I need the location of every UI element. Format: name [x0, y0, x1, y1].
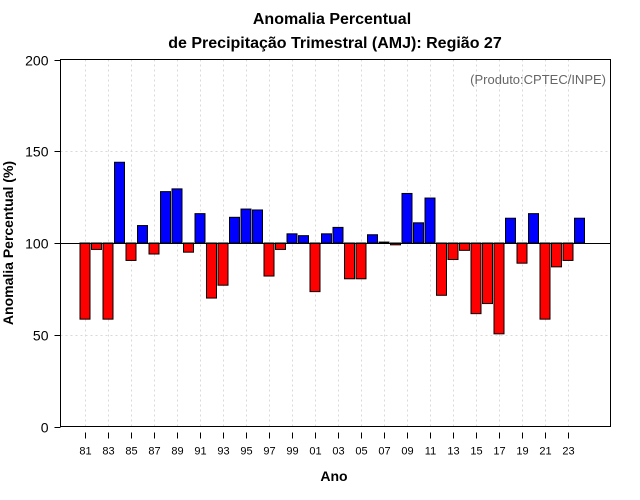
x-tick-label: 01 — [309, 446, 321, 458]
bar-2021 — [539, 242, 551, 320]
x-axis: 81 83 85 87 89 91 93 95 97 99 01 03 05 07 09 11 13 15 17 19… — [79, 432, 575, 458]
grid-lines — [60, 59, 611, 427]
bar-1985 — [125, 242, 137, 261]
bar-2006 — [367, 234, 378, 244]
bar-1997 — [263, 242, 275, 277]
y-tick-label: 0 — [41, 420, 49, 436]
bar-2016 — [482, 242, 493, 305]
bar-1994 — [229, 216, 240, 244]
x-tick-label: 83 — [102, 446, 114, 458]
x-tick-label: 97 — [263, 446, 275, 458]
bar-2022 — [551, 242, 562, 268]
bar-1989 — [171, 188, 183, 244]
bar-2023 — [562, 242, 574, 261]
bar-2014 — [459, 242, 470, 251]
bar-2004 — [344, 242, 355, 280]
bar-1988 — [160, 191, 171, 244]
bar-2012 — [436, 242, 447, 296]
bars-group — [79, 161, 585, 335]
x-tick-label: 11 — [425, 446, 436, 458]
bar-2017 — [493, 242, 505, 335]
bar-2020 — [528, 213, 539, 244]
y-axis-label: Anomalia Percentual (%) — [0, 161, 16, 325]
x-tick-label: 99 — [286, 446, 298, 458]
y-tick-label: 150 — [25, 144, 49, 160]
bar-2019 — [516, 242, 528, 264]
x-tick-label: 21 — [539, 446, 551, 458]
bar-1987 — [148, 242, 160, 255]
y-tick-label: 200 — [25, 53, 49, 69]
bar-1990 — [183, 242, 194, 253]
chart-title: Anomalia Percentual — [253, 11, 411, 28]
x-tick-label: 03 — [332, 446, 344, 458]
bar-2003 — [332, 226, 344, 244]
bar-2009 — [401, 192, 413, 244]
bar-2001 — [309, 242, 321, 293]
bar-2005 — [355, 242, 367, 280]
chart-subtitle: de Precipitação Trimestral (AMJ): Região… — [168, 35, 502, 52]
x-tick-label: 17 — [493, 446, 505, 458]
x-tick-label: 81 — [79, 446, 91, 458]
credit-label: (Produto:CPTEC/INPE) — [470, 72, 606, 87]
x-axis-label: Ano — [320, 468, 347, 484]
x-tick-label: 09 — [401, 446, 413, 458]
bar-1984 — [114, 161, 125, 244]
y-axis: 0 50 100 150 200 — [25, 53, 61, 436]
bar-1992 — [206, 242, 217, 299]
bar-1995 — [240, 208, 252, 244]
bar-2000 — [298, 235, 309, 244]
bar-2007 — [378, 241, 390, 244]
x-tick-label: 13 — [447, 446, 459, 458]
x-tick-label: 15 — [470, 446, 482, 458]
bar-1993 — [217, 242, 229, 286]
x-tick-label: 07 — [378, 446, 390, 458]
bar-2018 — [505, 217, 516, 244]
y-tick-label: 100 — [25, 236, 49, 252]
bar-1981 — [79, 242, 91, 320]
bar-2010 — [413, 222, 424, 244]
bar-2002 — [321, 233, 332, 244]
x-tick-label: 19 — [516, 446, 528, 458]
bar-2024 — [574, 217, 585, 244]
x-tick-label: 85 — [125, 446, 137, 458]
x-tick-label: 05 — [355, 446, 367, 458]
bar-2011 — [424, 197, 436, 244]
x-tick-label: 87 — [148, 446, 160, 458]
x-tick-label: 93 — [217, 446, 229, 458]
x-tick-label: 89 — [171, 446, 183, 458]
x-tick-label: 23 — [562, 446, 574, 458]
bar-2013 — [447, 242, 459, 261]
bar-1991 — [194, 213, 206, 244]
x-tick-label: 91 — [194, 446, 206, 458]
bar-1999 — [286, 233, 298, 244]
bar-2015 — [470, 242, 482, 315]
bar-1996 — [252, 209, 263, 244]
bar-1983 — [102, 242, 114, 320]
y-tick-label: 50 — [33, 328, 49, 344]
bar-1986 — [137, 225, 148, 244]
x-tick-label: 95 — [240, 446, 252, 458]
